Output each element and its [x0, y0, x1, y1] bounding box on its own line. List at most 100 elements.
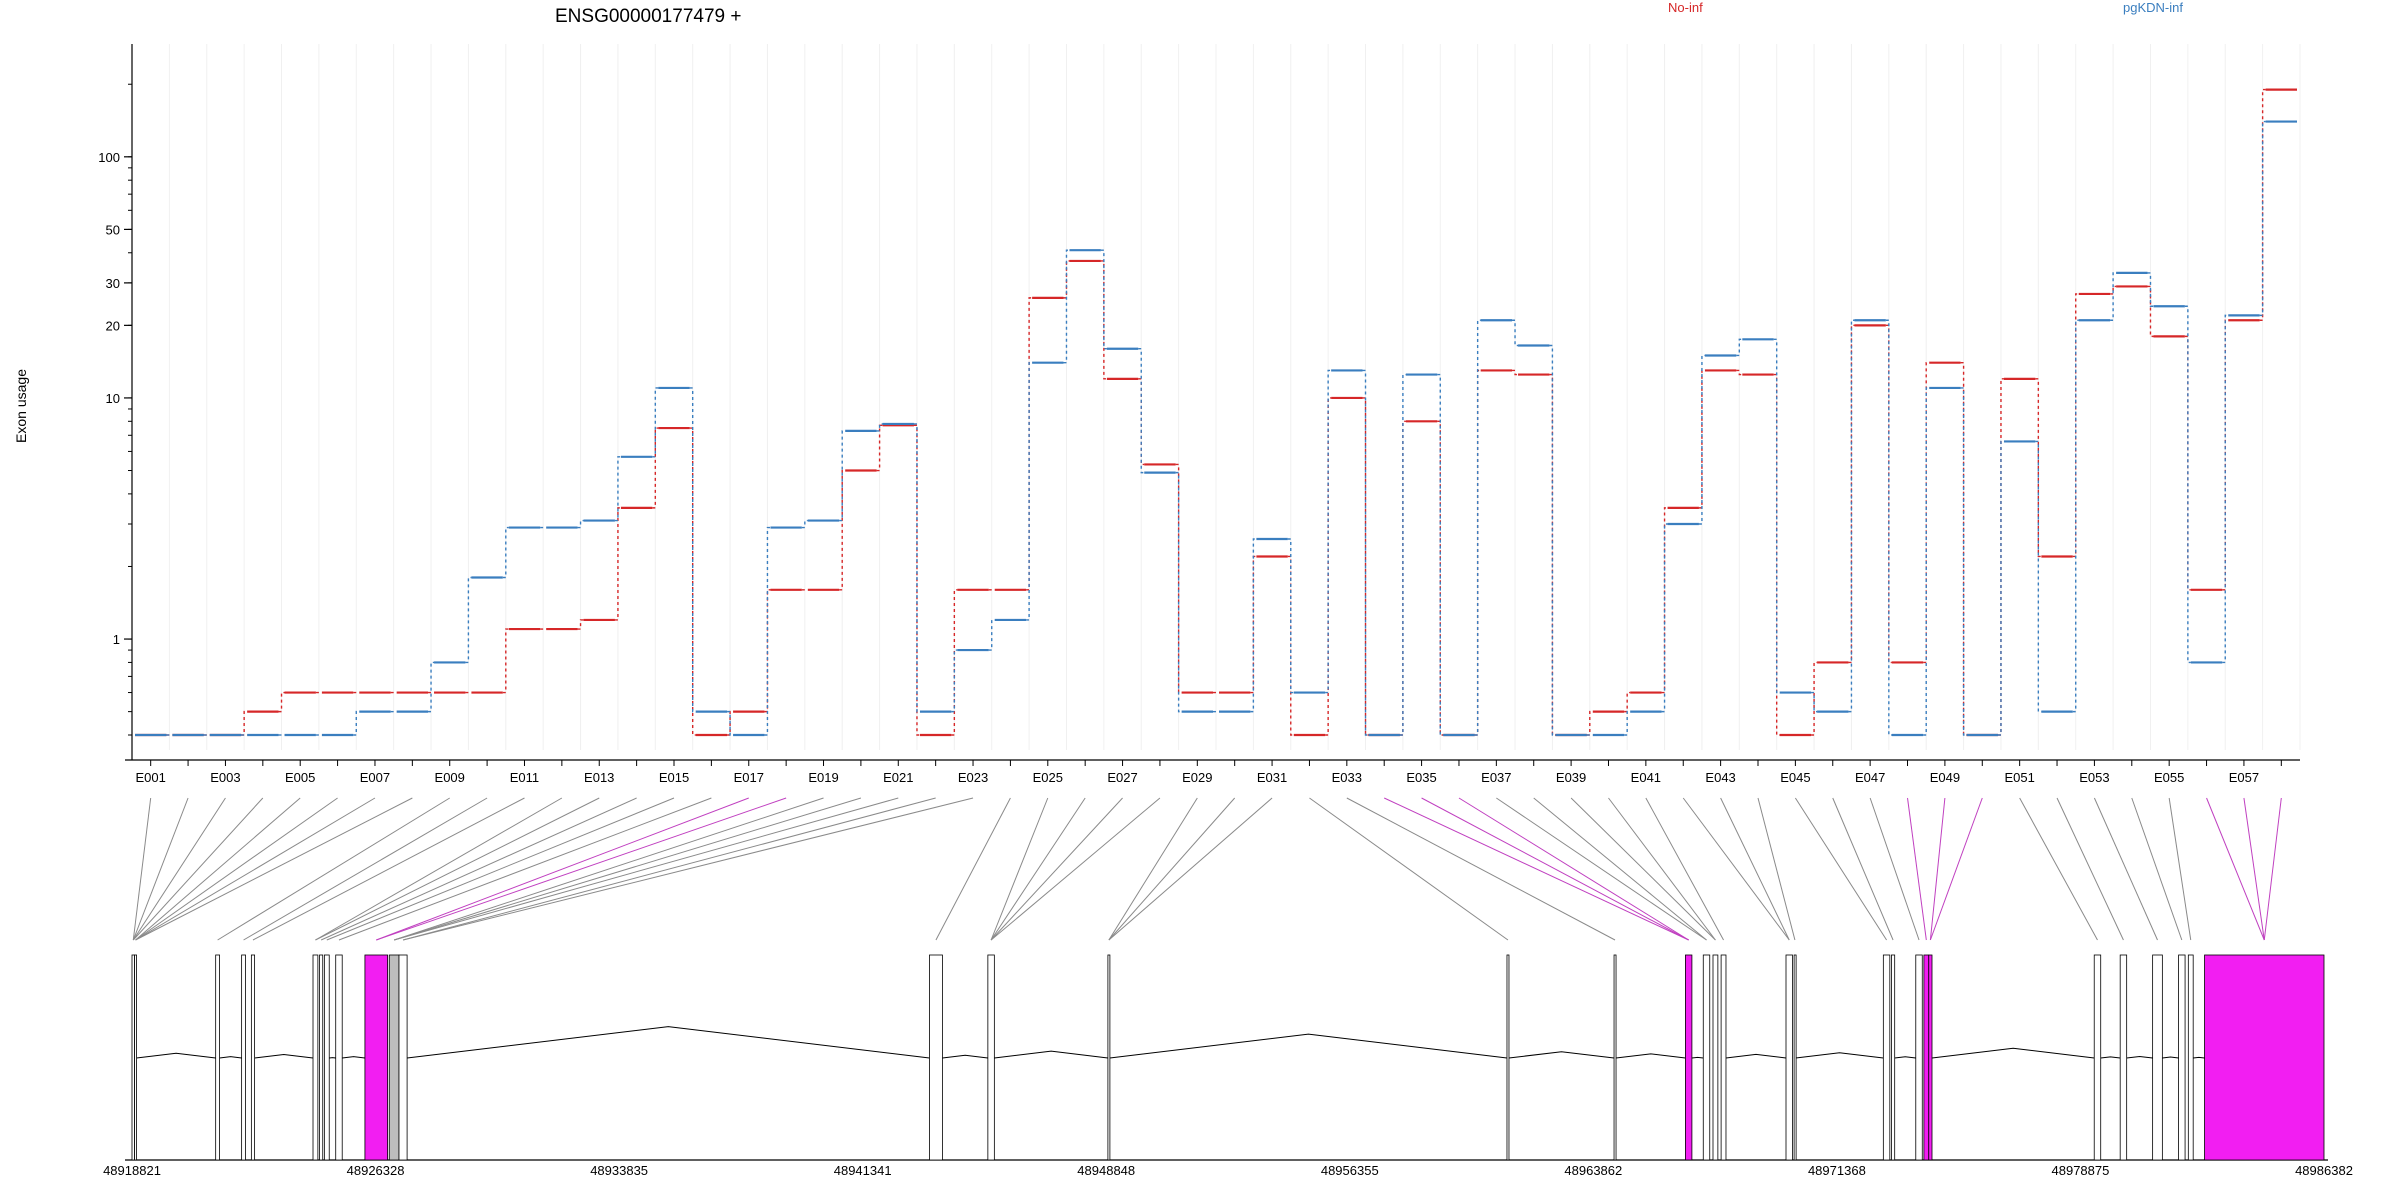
series-pgkdn-inf-connector [1848, 319, 1855, 713]
exon-block [1928, 954, 1933, 1161]
exon-connector-line [393, 797, 824, 941]
exon-connector-line [1929, 797, 1983, 941]
series-no-inf-connector [1175, 463, 1182, 694]
exon-connector-line [315, 797, 600, 941]
legend-entry-no-inf: No-inf [1668, 0, 1703, 15]
y-tick-label: 50 [106, 222, 120, 237]
x-tick-label: E011 [510, 770, 539, 785]
exon-block [2152, 954, 2163, 1161]
exon-block [1915, 954, 1923, 1161]
x-tick-label: E057 [2229, 770, 2259, 785]
exon-connector-line [1346, 797, 1616, 941]
x-tick-label: E023 [958, 770, 988, 785]
exon-connector-line [132, 797, 152, 941]
coordinate-label: 48986382 [2295, 1163, 2353, 1178]
exon-connector-line [1383, 797, 1689, 941]
x-tick-label: E027 [1107, 770, 1137, 785]
exon-block [312, 954, 319, 1161]
series-pgkdn-inf-connector [353, 710, 360, 736]
intron-line [2100, 1056, 2121, 1059]
series-pgkdn-inf-connector [614, 456, 621, 522]
exon-connector-line [935, 797, 1011, 941]
exon-connector-line [990, 797, 1049, 941]
exon-block [398, 954, 408, 1161]
exon-connectors [132, 797, 2282, 941]
y-tick-label: 10 [106, 391, 120, 406]
series-pgkdn-inf-connector [2184, 305, 2191, 664]
series-pgkdn-inf-connector [1026, 362, 1033, 621]
x-tick-label: E025 [1033, 770, 1063, 785]
exon-connector-line [2243, 797, 2265, 941]
exon-connector-line [393, 797, 862, 941]
x-tick-label: E045 [1780, 770, 1810, 785]
exon-block [134, 954, 137, 1161]
exon-connector-line [393, 797, 899, 941]
series-no-inf-connector [1549, 373, 1556, 736]
intron-line [136, 1052, 216, 1059]
y-tick-label: 100 [98, 150, 120, 165]
coordinate-label: 48971368 [1808, 1163, 1866, 1178]
exon-connector-line [1108, 797, 1198, 941]
series-pgkdn-inf-connector [1960, 387, 1967, 736]
series-no-inf-connector [1848, 324, 1855, 664]
series-no-inf-connector [913, 424, 920, 736]
series-no-inf-connector [2222, 319, 2229, 591]
series-pgkdn-inf-connector [801, 519, 808, 529]
exon-connector-line [990, 797, 1086, 941]
series-pgkdn-inf-connector [1512, 319, 1519, 347]
coordinate-label: 48963862 [1564, 1163, 1622, 1178]
exon-connector-line [132, 797, 226, 941]
series-pgkdn-inf-connector [876, 423, 883, 432]
intron-line [407, 1026, 930, 1059]
exon-connector-line [135, 797, 413, 941]
genomic-coordinate-axis: 48918821 48926328 48933835 48941341 48948848… [103, 1163, 2353, 1178]
x-tick-label: E013 [584, 770, 614, 785]
x-tick-label: E031 [1257, 770, 1287, 785]
exon-connector-line [217, 797, 450, 941]
intron-line [994, 1050, 1108, 1059]
series-pgkdn-inf-connector [577, 519, 584, 529]
series-no-inf-connector [1437, 420, 1444, 736]
exon-connector-line [402, 797, 974, 941]
series-no-inf-connector [2259, 88, 2266, 321]
exon-block [1720, 954, 1727, 1161]
x-tick-label: E019 [808, 770, 838, 785]
exon-connector-line [338, 797, 712, 941]
intron-line [2126, 1055, 2153, 1059]
exon-block [1785, 954, 1793, 1161]
series-pgkdn-inf-connector [1287, 538, 1294, 694]
intron-line [1725, 1053, 1787, 1059]
series-no-inf-connector [764, 589, 771, 713]
exon-connector-line [376, 797, 749, 941]
series-pgkdn-inf-connector [1325, 369, 1332, 694]
chart-title: ENSG00000177479 + [555, 6, 741, 27]
series-pgkdn-inf-connector [1175, 471, 1182, 713]
exon-connector-line [1608, 797, 1716, 941]
series-no-inf-connector [652, 427, 659, 509]
exon-connector-line [1533, 797, 1707, 941]
series-pgkdn-inf-connector [1997, 440, 2004, 736]
series-pgkdn-inf-connector [428, 661, 435, 713]
series-no-inf-connector [2184, 335, 2191, 591]
series-pgkdn-inf-connector [1698, 354, 1705, 525]
exon-block [1793, 954, 1797, 1161]
series-pgkdn-inf-connector [689, 387, 696, 713]
exon-connector-line [1869, 797, 1920, 941]
x-tick-label: E017 [734, 770, 764, 785]
coordinate-label: 48918821 [103, 1163, 161, 1178]
exon-block [1891, 954, 1896, 1161]
exon-connector-line [2263, 797, 2282, 941]
x-tick-label: E041 [1631, 770, 1661, 785]
series-no-inf-connector [1138, 378, 1145, 466]
intron-line [1615, 1053, 1686, 1059]
series-no-inf-connector [2147, 285, 2154, 338]
series-pgkdn-inf-connector [727, 710, 734, 736]
exon-block [2178, 954, 2186, 1161]
series-pgkdn-inf-connector [764, 526, 771, 736]
series-no-inf-connector [2035, 378, 2042, 558]
series-pgkdn-inf-connector [1138, 348, 1145, 474]
exon-connector-line [1421, 797, 1689, 941]
series-pgkdn-inf-connector [1923, 387, 1930, 736]
legend-entry-pgkdn-inf: pgKDN-inf [2123, 0, 2183, 15]
